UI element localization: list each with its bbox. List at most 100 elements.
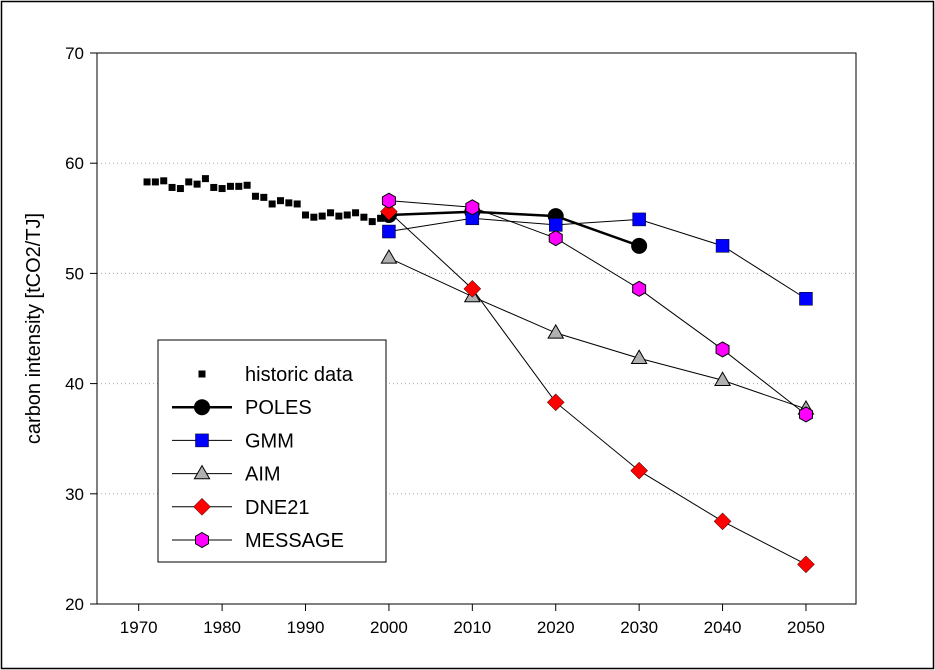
data-point: [382, 224, 396, 239]
y-tick-label: 40: [65, 375, 84, 394]
x-tick-label: 2000: [370, 618, 408, 637]
series-message: [381, 192, 813, 423]
legend-label: POLES: [245, 397, 312, 419]
legend-label: GMM: [245, 430, 294, 452]
data-point: [198, 370, 206, 378]
data-point: [168, 183, 176, 191]
data-point: [463, 279, 482, 298]
data-point: [465, 199, 480, 216]
data-point: [226, 182, 234, 190]
data-point: [713, 512, 732, 531]
data-point: [547, 323, 565, 339]
data-point: [201, 175, 209, 183]
series-line: [388, 211, 807, 565]
data-point: [327, 209, 335, 217]
legend-label: DNE21: [245, 497, 309, 519]
x-tick-label: 2030: [620, 618, 658, 637]
legend-item: GMM: [172, 430, 294, 452]
data-point: [360, 213, 368, 221]
legend-label: historic data: [245, 364, 354, 386]
series-dne21: [380, 202, 815, 574]
data-point: [195, 531, 209, 549]
data-point: [210, 183, 218, 191]
data-point: [714, 371, 732, 386]
data-point: [632, 212, 646, 227]
data-point: [630, 461, 648, 480]
data-point: [160, 177, 168, 185]
data-point: [195, 433, 209, 448]
data-point: [368, 218, 376, 226]
x-tick-label: 1970: [120, 618, 158, 637]
legend-item: DNE21: [172, 497, 309, 519]
series-line: [388, 210, 640, 248]
series-line: [388, 200, 807, 415]
y-tick-label: 60: [65, 154, 84, 173]
data-point: [343, 211, 351, 219]
legend-item: POLES: [172, 397, 312, 419]
data-point: [632, 280, 647, 297]
data-point: [218, 185, 226, 193]
data-point: [193, 464, 211, 480]
data-point: [380, 248, 398, 264]
data-point: [268, 200, 276, 208]
x-tick-label: 1990: [287, 618, 325, 637]
y-tick-label: 30: [65, 485, 84, 504]
y-tick-label: 20: [65, 595, 84, 614]
data-point: [715, 341, 730, 358]
data-point: [285, 199, 293, 207]
data-point: [352, 209, 360, 217]
data-point: [293, 200, 301, 208]
series-gmm: [382, 211, 813, 306]
data-point: [631, 237, 648, 254]
data-point: [193, 497, 211, 516]
data-point: [548, 230, 563, 247]
x-tick-label: 1980: [203, 618, 241, 637]
data-point: [715, 239, 730, 253]
x-tick-label: 2040: [704, 618, 742, 637]
legend-label: MESSAGE: [245, 530, 344, 552]
legend-label: AIM: [245, 464, 281, 486]
legend-box: [157, 339, 387, 563]
data-point: [377, 214, 385, 222]
data-point: [318, 212, 326, 220]
data-point: [143, 178, 151, 186]
data-point: [235, 182, 243, 190]
legend-item: historic data: [198, 364, 354, 386]
data-point: [310, 213, 318, 221]
data-point: [193, 180, 201, 188]
data-point: [302, 211, 310, 219]
series-line: [388, 257, 807, 410]
data-point: [546, 393, 565, 412]
data-point: [799, 291, 813, 306]
data-point: [260, 193, 268, 201]
series-layer: [143, 175, 815, 574]
series-historic-data: [143, 175, 393, 226]
data-point: [380, 202, 398, 221]
data-point: [548, 218, 563, 232]
data-point: [151, 178, 159, 186]
data-point: [798, 406, 813, 423]
y-tick-label: 50: [65, 264, 84, 283]
data-point: [335, 212, 343, 220]
data-point: [797, 555, 815, 574]
x-tick-label: 2020: [537, 618, 575, 637]
data-point: [185, 178, 193, 186]
legend-item: AIM: [172, 464, 281, 486]
legend-item: MESSAGE: [172, 530, 344, 552]
data-point: [251, 192, 259, 200]
data-point: [176, 185, 184, 193]
data-point: [630, 349, 648, 364]
x-tick-label: 2010: [453, 618, 491, 637]
data-point: [243, 181, 251, 189]
series-line: [388, 217, 807, 300]
y-axis-label: carbon intensity [tCO2/TJ]: [23, 213, 45, 444]
data-point: [276, 197, 284, 205]
x-tick-label: 2050: [787, 618, 825, 637]
y-tick-label: 70: [65, 44, 84, 63]
data-point: [194, 399, 210, 416]
data-point: [381, 192, 396, 209]
legend: historic data POLES GMM AIM DNE21 MESSAGE: [157, 339, 387, 563]
